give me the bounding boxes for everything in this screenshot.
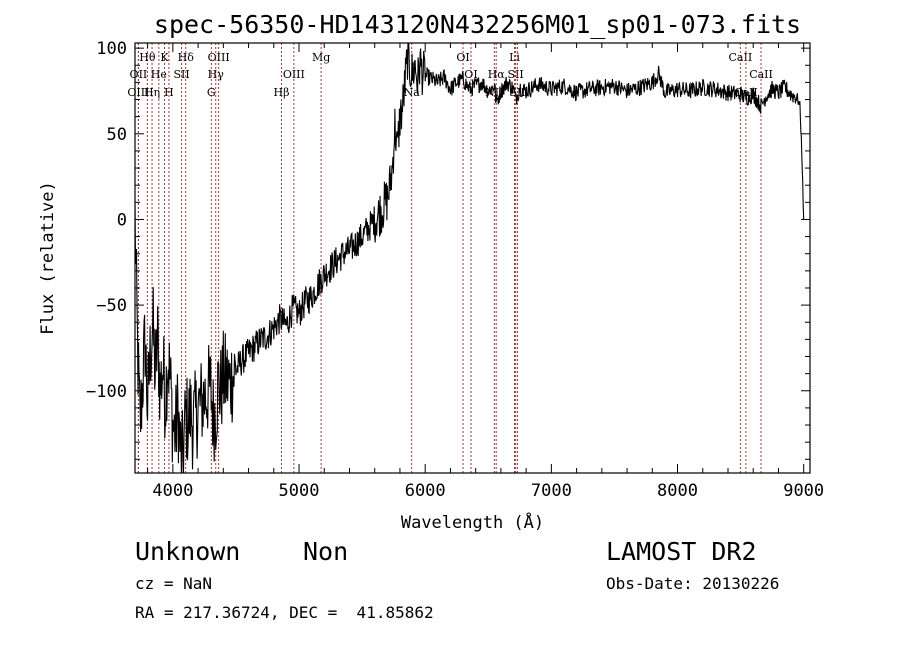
spectrum-chart: spec-56350-HD143120N432256M01_sp01-073.f… bbox=[38, 10, 824, 533]
subclass-label: Non bbox=[303, 537, 349, 566]
line-marker-label-8: Hδ bbox=[178, 51, 195, 64]
line-marker-label-2: OIII bbox=[127, 86, 149, 99]
redshift-text: cz = NaN bbox=[135, 574, 213, 593]
line-marker-label-21: SII bbox=[508, 68, 524, 81]
y-tick-label-0: −100 bbox=[86, 382, 127, 402]
line-marker-label-0: Hθ bbox=[139, 51, 156, 64]
chart-title: spec-56350-HD143120N432256M01_sp01-073.f… bbox=[154, 10, 801, 39]
x-tick-label-2: 6000 bbox=[405, 481, 446, 501]
x-tick-label-3: 7000 bbox=[531, 481, 572, 501]
line-marker-label-5: K bbox=[160, 51, 169, 64]
line-marker-label-3: He bbox=[151, 68, 167, 81]
y-tick-label-1: −50 bbox=[96, 296, 127, 316]
y-tick-label-2: 0 bbox=[117, 210, 127, 230]
plot-frame bbox=[134, 42, 811, 474]
x-tick-label-5: 9000 bbox=[783, 481, 824, 501]
x-axis-label: Wavelength (Å) bbox=[401, 511, 544, 533]
coordinates-text: RA = 217.36724, DEC = 41.85862 bbox=[135, 603, 434, 622]
line-marker-label-6: SII bbox=[173, 68, 189, 81]
class-label: Unknown bbox=[135, 537, 241, 566]
line-marker-label-4: Hη bbox=[144, 86, 160, 99]
line-marker-label-24: CaII bbox=[749, 68, 773, 81]
line-marker-label-13: Hβ bbox=[274, 86, 290, 99]
line-marker-label-11: G bbox=[207, 86, 216, 99]
line-marker-label-9: OIII bbox=[208, 51, 230, 64]
x-tick-label-0: 4000 bbox=[152, 481, 193, 501]
line-marker-label-1: OII bbox=[130, 68, 148, 81]
line-marker-label-15: Na bbox=[404, 86, 421, 99]
x-tick-label-4: 8000 bbox=[657, 481, 698, 501]
y-axis-label: Flux (relative) bbox=[38, 181, 58, 335]
line-marker-label-10: Hγ bbox=[208, 68, 225, 81]
y-tick-label-3: 50 bbox=[107, 125, 127, 145]
survey-label: LAMOST DR2 bbox=[606, 537, 757, 566]
x-tick-label-1: 5000 bbox=[279, 481, 320, 501]
line-marker-label-14: Mg bbox=[312, 51, 330, 64]
spectrum-line bbox=[135, 43, 805, 473]
line-marker-label-12: OIII bbox=[283, 68, 305, 81]
line-marker-label-19: Hα bbox=[488, 68, 506, 81]
obs-date-text: Obs-Date: 20130226 bbox=[606, 574, 780, 593]
line-marker-label-16: OI bbox=[456, 51, 469, 64]
line-marker-label-20: Li bbox=[509, 51, 520, 64]
y-tick-label-4: 100 bbox=[96, 39, 127, 59]
line-marker-label-23: CaII bbox=[729, 51, 753, 64]
line-marker-label-7: H bbox=[164, 86, 174, 99]
